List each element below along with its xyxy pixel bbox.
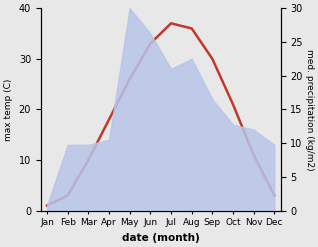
Y-axis label: max temp (C): max temp (C): [4, 78, 13, 141]
X-axis label: date (month): date (month): [122, 233, 199, 243]
Y-axis label: med. precipitation (kg/m2): med. precipitation (kg/m2): [305, 49, 314, 170]
